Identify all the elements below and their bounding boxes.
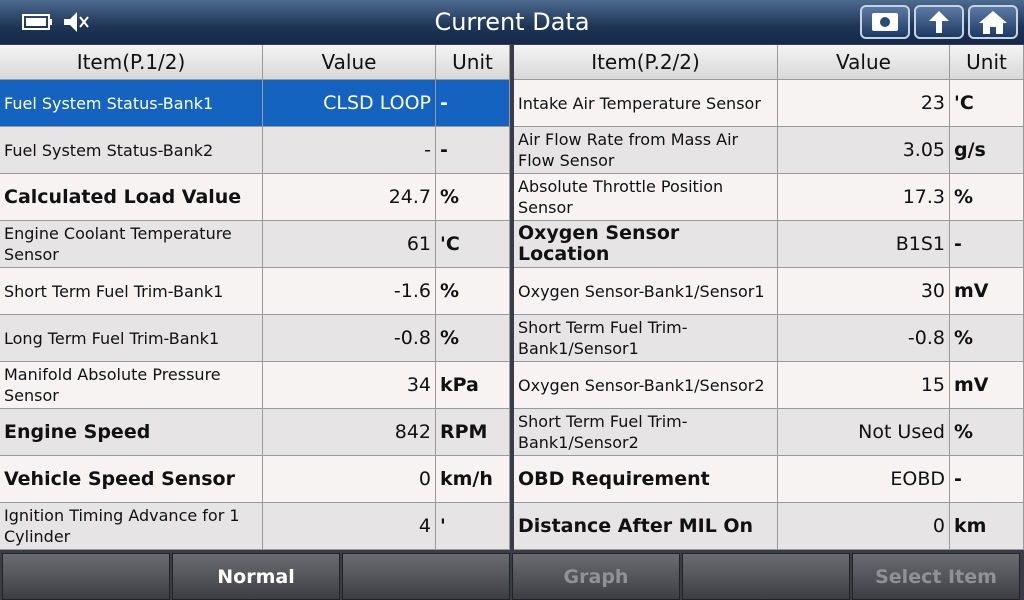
empty-button — [2, 553, 170, 600]
value-cell[interactable]: CLSD LOOP — [263, 80, 436, 127]
item-cell[interactable]: Oxygen Sensor Location — [514, 221, 778, 268]
column-header: Item(P.2/2) — [514, 45, 778, 80]
value-cell[interactable]: 4 — [263, 503, 436, 550]
item-cell[interactable]: Long Term Fuel Trim-Bank1 — [0, 315, 263, 362]
unit-cell[interactable]: mV — [950, 362, 1024, 409]
item-cell[interactable]: Fuel System Status-Bank1 — [0, 80, 263, 127]
value-cell[interactable]: 24.7 — [263, 174, 436, 221]
item-cell[interactable]: Intake Air Temperature Sensor — [514, 80, 778, 127]
value-cell[interactable]: 842 — [263, 409, 436, 456]
unit-cell[interactable]: % — [436, 174, 510, 221]
item-cell[interactable]: Distance After MIL On — [514, 503, 778, 550]
value-cell[interactable]: -1.6 — [263, 268, 436, 315]
column-header: Unit — [950, 45, 1024, 80]
unit-cell[interactable]: 'C — [950, 80, 1024, 127]
item-cell[interactable]: Fuel System Status-Bank2 — [0, 127, 263, 174]
select-item-button[interactable]: Select Item — [852, 553, 1020, 600]
value-cell[interactable]: - — [263, 127, 436, 174]
column-header: Value — [263, 45, 436, 80]
item-cell[interactable]: Oxygen Sensor-Bank1/Sensor1 — [514, 268, 778, 315]
record-button[interactable] — [860, 5, 910, 39]
value-cell[interactable]: 23 — [778, 80, 950, 127]
unit-cell[interactable]: - — [436, 127, 510, 174]
header-bar: Current Data — [0, 0, 1024, 44]
unit-cell[interactable]: ' — [436, 503, 510, 550]
column-header: Item(P.1/2) — [0, 45, 263, 80]
unit-cell[interactable]: % — [950, 174, 1024, 221]
unit-cell[interactable]: mV — [950, 268, 1024, 315]
value-cell[interactable]: B1S1 — [778, 221, 950, 268]
item-cell[interactable]: Short Term Fuel Trim-Bank1 — [0, 268, 263, 315]
unit-cell[interactable]: 'C — [436, 221, 510, 268]
value-cell[interactable]: -0.8 — [778, 315, 950, 362]
column-header: Unit — [436, 45, 510, 80]
unit-cell[interactable]: RPM — [436, 409, 510, 456]
status-icons — [22, 12, 89, 32]
unit-cell[interactable]: % — [436, 315, 510, 362]
value-cell[interactable]: 61 — [263, 221, 436, 268]
item-cell[interactable]: Short Term Fuel Trim-Bank1/Sensor2 — [514, 409, 778, 456]
unit-cell[interactable]: % — [950, 315, 1024, 362]
value-cell[interactable]: 30 — [778, 268, 950, 315]
item-cell[interactable]: Engine Speed — [0, 409, 263, 456]
item-cell[interactable]: Short Term Fuel Trim-Bank1/Sensor1 — [514, 315, 778, 362]
item-cell[interactable]: Air Flow Rate from Mass Air Flow Sensor — [514, 127, 778, 174]
item-cell[interactable]: Oxygen Sensor-Bank1/Sensor2 — [514, 362, 778, 409]
value-cell[interactable]: 0 — [263, 456, 436, 503]
unit-cell[interactable]: km/h — [436, 456, 510, 503]
value-cell[interactable]: Not Used — [778, 409, 950, 456]
column-header: Value — [778, 45, 950, 80]
empty-button — [682, 553, 850, 600]
unit-cell[interactable]: % — [950, 409, 1024, 456]
unit-cell[interactable]: km — [950, 503, 1024, 550]
item-cell[interactable]: Engine Coolant Temperature Sensor — [0, 221, 263, 268]
empty-button — [342, 553, 510, 600]
unit-cell[interactable]: kPa — [436, 362, 510, 409]
page-title: Current Data — [434, 8, 590, 36]
unit-cell[interactable]: % — [436, 268, 510, 315]
value-cell[interactable]: -0.8 — [263, 315, 436, 362]
unit-cell[interactable]: g/s — [950, 127, 1024, 174]
value-cell[interactable]: 17.3 — [778, 174, 950, 221]
unit-cell[interactable]: - — [950, 221, 1024, 268]
value-cell[interactable]: 34 — [263, 362, 436, 409]
value-cell[interactable]: 15 — [778, 362, 950, 409]
item-cell[interactable]: OBD Requirement — [514, 456, 778, 503]
graph-button[interactable]: Graph — [512, 553, 680, 600]
item-cell[interactable]: Absolute Throttle Position Sensor — [514, 174, 778, 221]
item-cell[interactable]: Vehicle Speed Sensor — [0, 456, 263, 503]
item-cell[interactable]: Calculated Load Value — [0, 174, 263, 221]
item-cell[interactable]: Ignition Timing Advance for 1 Cylinder — [0, 503, 263, 550]
back-button[interactable] — [914, 5, 964, 39]
item-cell[interactable]: Manifold Absolute Pressure Sensor — [0, 362, 263, 409]
unit-cell[interactable]: - — [436, 80, 510, 127]
normal-button[interactable]: Normal — [172, 553, 340, 600]
value-cell[interactable]: EOBD — [778, 456, 950, 503]
value-cell[interactable]: 0 — [778, 503, 950, 550]
home-button[interactable] — [968, 5, 1018, 39]
unit-cell[interactable]: - — [950, 456, 1024, 503]
value-cell[interactable]: 3.05 — [778, 127, 950, 174]
